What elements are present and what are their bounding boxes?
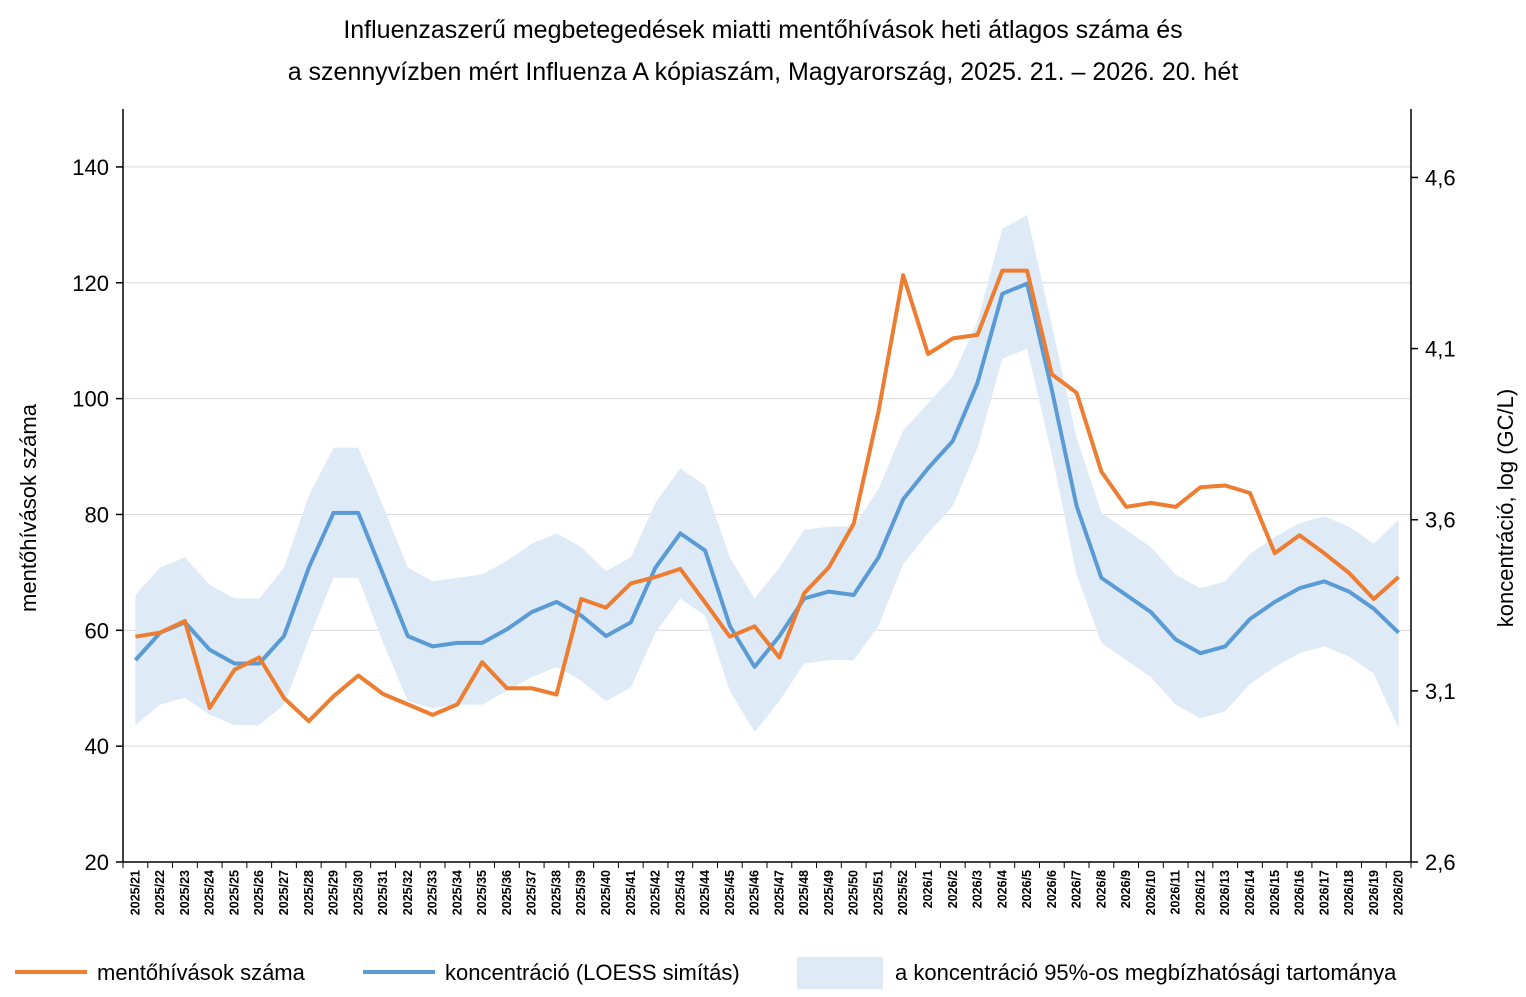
x-tick-label: 2026/7 <box>1070 870 1084 908</box>
x-tick-label: 2026/14 <box>1243 870 1257 915</box>
x-tick-label: 2026/9 <box>1119 870 1133 908</box>
x-tick-label: 2026/2 <box>946 870 960 908</box>
y-axis-right-ticks: 2,6 3,1 3,6 4,1 4,6 <box>1411 165 1456 875</box>
x-tick-label: 2025/50 <box>847 870 861 915</box>
x-tick-label: 2025/24 <box>203 870 217 915</box>
x-tick-label: 2025/52 <box>896 870 910 915</box>
x-tick-label: 2025/42 <box>649 870 663 915</box>
chart-title: Influenzaszerű megbetegedések miatti men… <box>288 16 1239 86</box>
x-tick-label: 2025/40 <box>599 870 613 915</box>
x-tick-label: 2025/23 <box>178 870 192 915</box>
y-axis-right-label: koncentráció, log (GC/L) <box>1493 389 1518 627</box>
y-left-tick-label: 40 <box>85 734 109 759</box>
y-axis-left-label: mentőhívások száma <box>16 403 41 612</box>
x-tick-label: 2026/19 <box>1367 870 1381 915</box>
x-tick-label: 2026/12 <box>1194 870 1208 915</box>
x-tick-label: 2026/5 <box>1020 870 1034 908</box>
x-tick-label: 2025/48 <box>797 870 811 915</box>
x-tick-label: 2025/32 <box>401 870 415 915</box>
x-tick-label: 2026/1 <box>921 870 935 908</box>
y-right-tick-label: 3,6 <box>1425 508 1456 533</box>
x-tick-label: 2026/3 <box>971 870 985 908</box>
x-tick-label: 2025/28 <box>302 870 316 915</box>
x-tick-label: 2025/37 <box>525 870 539 915</box>
y-right-tick-label: 3,1 <box>1425 679 1456 704</box>
legend-swatch-band <box>797 957 883 989</box>
chart-title-line-2: a szennyvízben mért Influenza A kópiaszá… <box>288 58 1239 86</box>
x-tick-label: 2026/11 <box>1169 870 1183 915</box>
y-left-tick-label: 60 <box>85 618 109 643</box>
x-tick-label: 2025/43 <box>673 870 687 915</box>
confidence-band-area <box>135 215 1399 732</box>
y-right-tick-label: 4,6 <box>1425 165 1456 190</box>
legend-label-calls: mentőhívások száma <box>97 960 306 985</box>
y-right-tick-label: 4,1 <box>1425 337 1456 362</box>
series-line-concentration <box>133 281 1400 669</box>
x-tick-label: 2025/39 <box>574 870 588 915</box>
x-tick-label: 2026/10 <box>1144 870 1158 915</box>
y-left-tick-label: 120 <box>72 271 109 296</box>
x-tick-label: 2025/36 <box>500 870 514 915</box>
x-tick-label: 2026/16 <box>1293 870 1307 915</box>
x-tick-label: 2025/31 <box>376 870 390 915</box>
x-tick-label: 2025/34 <box>450 870 464 915</box>
series-lines <box>133 268 1400 724</box>
x-tick-label: 2025/51 <box>872 870 886 915</box>
x-tick-label: 2025/38 <box>550 870 564 915</box>
x-tick-label: 2026/20 <box>1392 870 1406 915</box>
x-tick-label: 2025/46 <box>748 870 762 915</box>
x-tick-label: 2025/44 <box>698 870 712 915</box>
x-tick-label: 2026/15 <box>1268 870 1282 915</box>
x-tick-label: 2025/35 <box>475 870 489 915</box>
x-tick-label: 2026/17 <box>1317 870 1331 915</box>
y-axis-left-ticks: 20 40 60 80 100 120 140 <box>72 155 123 875</box>
series-line-calls <box>135 268 1400 724</box>
x-tick-label: 2025/49 <box>822 870 836 915</box>
x-tick-label: 2025/25 <box>228 870 242 915</box>
y-left-tick-label: 100 <box>72 387 109 412</box>
x-tick-label: 2025/29 <box>327 870 341 915</box>
x-tick-label: 2026/18 <box>1342 870 1356 915</box>
x-tick-label: 2026/6 <box>1045 870 1059 908</box>
confidence-band <box>135 215 1399 732</box>
y-left-tick-label: 140 <box>72 155 109 180</box>
x-tick-label: 2025/33 <box>426 870 440 915</box>
legend: mentőhívások száma koncentráció (LOESS s… <box>15 957 1397 989</box>
legend-label-concentration: koncentráció (LOESS simítás) <box>445 960 740 985</box>
y-left-tick-label: 80 <box>85 502 109 527</box>
x-tick-label: 2025/47 <box>772 870 786 915</box>
y-left-tick-label: 20 <box>85 850 109 875</box>
y-right-tick-label: 2,6 <box>1425 850 1456 875</box>
x-tick-label: 2026/13 <box>1218 870 1232 915</box>
x-tick-label: 2025/45 <box>723 870 737 915</box>
x-axis-ticks: 2025/21 2025/22 2025/23 2025/24 2025/25 2025/… <box>122 862 1412 915</box>
x-tick-label: 2026/8 <box>1094 870 1108 908</box>
x-tick-label: 2025/41 <box>624 870 638 915</box>
x-tick-label: 2025/21 <box>128 870 142 915</box>
x-tick-label: 2025/27 <box>277 870 291 915</box>
x-tick-label: 2025/30 <box>351 870 365 915</box>
x-tick-label: 2026/4 <box>995 870 1009 908</box>
x-tick-label: 2025/26 <box>252 870 266 915</box>
x-tick-label: 2025/22 <box>153 870 167 915</box>
legend-label-band: a koncentráció 95%-os megbízhatósági tar… <box>895 960 1397 985</box>
chart-title-line-1: Influenzaszerű megbetegedések miatti men… <box>343 16 1182 44</box>
